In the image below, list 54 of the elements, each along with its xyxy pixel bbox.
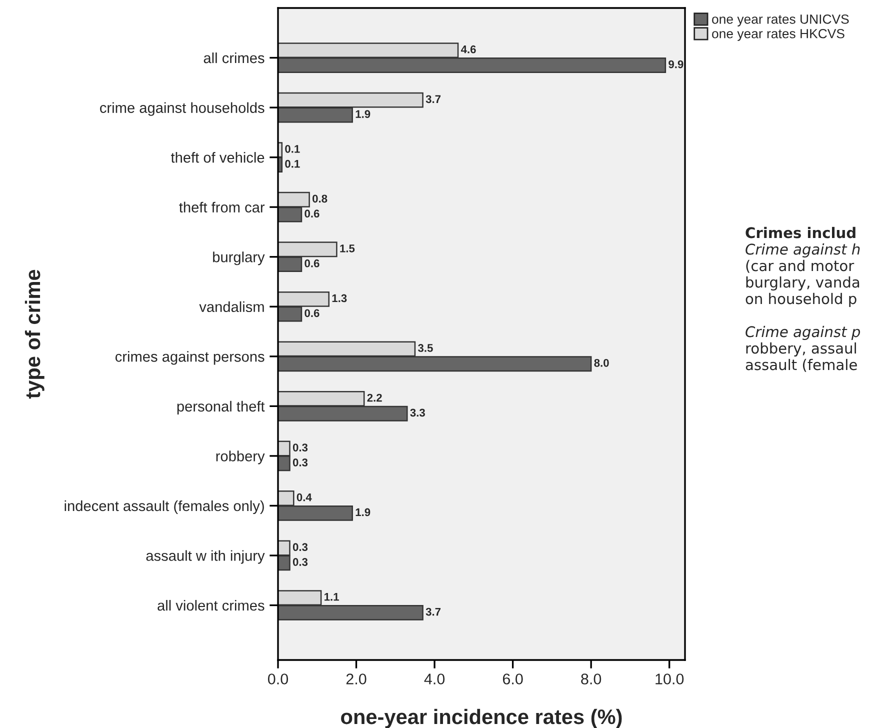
legend-label: one year rates UNICVS [712,14,849,26]
data-label: 2.2 [367,394,382,402]
text: on household p [746,292,856,308]
text: burglary, vanda [746,276,860,291]
y-tick-label: robbery [216,450,265,464]
x-axis-title: one-year incidence rates (%) [341,708,622,728]
data-label: 9.9 [668,60,684,68]
data-label: 3.7 [426,608,441,616]
data-label: 3.3 [410,408,425,417]
data-label: 0.1 [285,160,300,168]
y-tick-label: personal theft [177,400,265,414]
data-label: 0.3 [292,458,308,466]
data-label: 8.0 [594,358,609,367]
data-label: 1.1 [324,593,339,601]
data-label: 0.6 [304,309,320,318]
x-tick-label: 10.0 [656,674,684,684]
y-tick-label: assault w ith injury [146,550,265,564]
x-tick-label: 0.0 [268,674,288,684]
data-label: 3.5 [418,344,433,352]
text: Crime against p [746,326,860,340]
data-label: 1.3 [332,294,347,302]
y-tick-label: indecent assault (females only) [64,500,264,514]
x-tick-label: 2.0 [346,674,366,684]
data-label: 0.6 [304,210,320,218]
text: robbery, assaul [746,342,856,357]
y-tick-label: theft from car [179,202,265,213]
text: Crimes includ [746,226,856,238]
data-label: 0.3 [292,444,308,452]
y-tick-label: crimes against persons [115,351,264,365]
data-label: 0.3 [292,543,308,552]
data-label: 4.6 [460,45,476,54]
data-label: 3.7 [426,95,441,104]
text: assault (female [746,358,857,372]
y-tick-label: all violent crimes [158,600,264,611]
text: Crime against h [746,243,860,258]
y-tick-label: all crimes [204,52,264,64]
data-label: 0.8 [312,194,328,203]
y-tick-label: burglary [213,252,265,266]
data-label: 1.5 [340,244,355,252]
data-label: 0.4 [296,493,312,502]
y-tick-label: theft of vehicle [170,152,264,163]
data-label: 1.9 [356,110,370,118]
legend-label: one year rates HKCVS [712,28,844,41]
y-axis-title: type of crime [24,270,44,399]
data-label: 0.1 [285,144,300,153]
text: (car and motor [746,260,854,273]
data-label: 1.9 [356,508,370,516]
data-label: 0.3 [292,558,308,566]
x-tick-label: 4.0 [424,674,445,684]
data-label: 0.6 [304,259,320,268]
x-tick-label: 6.0 [502,674,523,684]
y-tick-label: crime against households [100,102,264,116]
y-tick-label: vandalism [199,301,264,312]
x-tick-label: 8.0 [581,674,602,684]
